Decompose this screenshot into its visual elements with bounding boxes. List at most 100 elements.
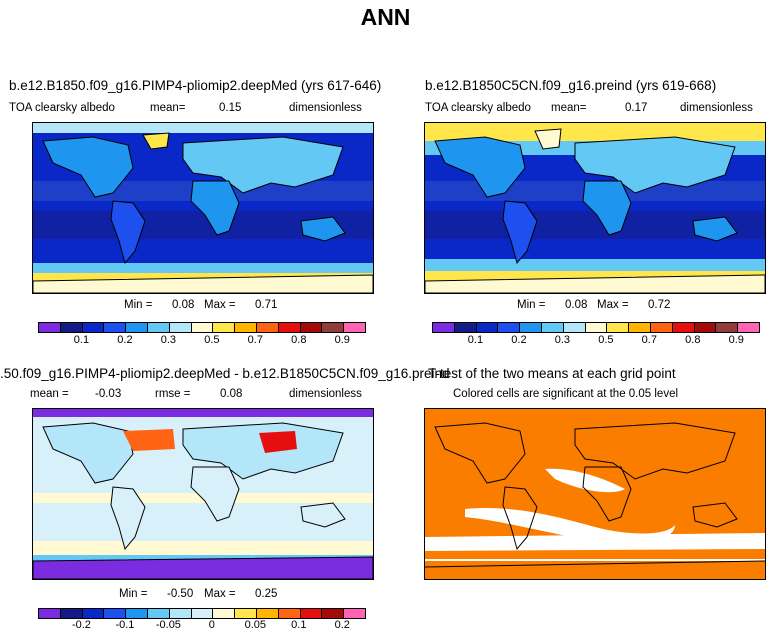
panel4-map xyxy=(424,408,766,580)
panel3-map-svg xyxy=(33,409,373,579)
colorbar-swatch xyxy=(540,323,563,332)
colorbar-swatch xyxy=(628,323,650,332)
colorbar-swatch xyxy=(39,323,60,332)
panel2-max-value: 0.72 xyxy=(648,299,671,311)
colorbar-swatch xyxy=(343,323,365,332)
colorbar-swatch xyxy=(168,323,191,332)
panel2-mean-value: 0.17 xyxy=(625,102,648,114)
colorbar-swatch xyxy=(125,609,147,618)
colorbar-tick-label: 0.8 xyxy=(685,334,701,346)
colorbar-tick-label: 0.2 xyxy=(117,334,133,346)
colorbar-tick-label: 0 xyxy=(208,619,215,631)
panel3-max-value: 0.25 xyxy=(255,588,278,600)
panel1-map-svg xyxy=(33,123,373,293)
colorbar-swatch xyxy=(453,323,476,332)
colorbar-tick-label: -0.05 xyxy=(155,619,181,631)
colorbar-swatch xyxy=(299,323,322,332)
colorbar-swatch xyxy=(255,323,278,332)
colorbar-tick-label: 0.2 xyxy=(334,619,350,631)
panel3-units: dimensionless xyxy=(289,388,362,400)
panel4-title: T-test of the two means at each grid poi… xyxy=(428,366,676,381)
colorbar-swatch xyxy=(433,323,454,332)
colorbar-swatch xyxy=(190,323,213,332)
colorbar-tick-label: 0.3 xyxy=(554,334,571,346)
colorbar-swatch xyxy=(234,609,256,618)
colorbar-tick-label: 0.9 xyxy=(334,334,350,346)
colorbar-swatch xyxy=(519,323,541,332)
panel1-min-value: 0.08 xyxy=(172,299,195,311)
colorbar-swatch xyxy=(39,609,60,618)
panel3-rmse-label: rmse = xyxy=(155,388,191,400)
panel3-max-label: Max = xyxy=(204,588,236,600)
panel1-mean-label: mean= xyxy=(150,102,186,114)
colorbar-swatch xyxy=(277,323,300,332)
panel3-mean-value: -0.03 xyxy=(95,388,122,400)
colorbar-swatch xyxy=(125,323,147,332)
colorbar-swatch xyxy=(497,323,520,332)
colorbar-swatch xyxy=(255,609,278,618)
panel3-min-label: Min = xyxy=(119,588,148,600)
panel3-mean-label: mean = xyxy=(30,388,69,400)
colorbar-swatch xyxy=(81,323,104,332)
colorbar-tick-label: 0.9 xyxy=(728,334,744,346)
colorbar-tick-label: 0.05 xyxy=(244,619,267,631)
colorbar-swatch xyxy=(321,609,344,618)
colorbar-tick-label: 0.8 xyxy=(291,334,307,346)
panel1-min-label: Min = xyxy=(124,299,153,311)
colorbar-tick-label: 0.7 xyxy=(641,334,657,346)
colorbar-swatch xyxy=(59,323,82,332)
panel4-subtitle: Colored cells are significant at the 0.0… xyxy=(453,388,679,400)
panel2-map xyxy=(424,122,766,294)
panel1-title: b.e12.B1850.f09_g16.PIMP4-pliomip2.deepM… xyxy=(9,78,382,93)
colorbar-swatch xyxy=(693,323,716,332)
panel4-map-svg xyxy=(425,409,765,579)
colorbar-tick-label: 0.1 xyxy=(467,334,484,346)
colorbar-swatch xyxy=(277,609,300,618)
colorbar-swatch xyxy=(584,323,607,332)
colorbar-swatch xyxy=(168,609,191,618)
colorbar-swatch xyxy=(737,323,759,332)
colorbar-swatch xyxy=(103,609,126,618)
panel1-mean-value: 0.15 xyxy=(219,102,242,114)
panel3-map xyxy=(32,408,374,580)
panel3-min-value: -0.50 xyxy=(167,588,194,600)
colorbar-swatch xyxy=(475,323,498,332)
colorbar-tick-label: 0.7 xyxy=(247,334,263,346)
colorbar-swatch xyxy=(649,323,672,332)
panel1-variable: TOA clearsky albedo xyxy=(9,102,115,114)
panel2-colorbar xyxy=(432,322,760,333)
colorbar-swatch xyxy=(146,323,169,332)
panel1-colorbar xyxy=(38,322,366,333)
colorbar-swatch xyxy=(212,323,235,332)
colorbar-swatch xyxy=(671,323,694,332)
panel1-units: dimensionless xyxy=(289,102,362,114)
colorbar-swatch xyxy=(81,609,104,618)
colorbar-tick-label: 0.5 xyxy=(598,334,614,346)
colorbar-swatch xyxy=(715,323,738,332)
panel3-title: .50.f09_g16.PIMP4-pliomip2.deepMed - b.e… xyxy=(0,366,450,381)
colorbar-tick-label: 0.1 xyxy=(291,619,307,631)
colorbar-swatch xyxy=(562,323,585,332)
panel3-colorbar xyxy=(38,608,366,619)
colorbar-swatch xyxy=(606,323,629,332)
colorbar-tick-label: 0.2 xyxy=(511,334,527,346)
panel2-min-value: 0.08 xyxy=(565,299,588,311)
colorbar-tick-label: -0.2 xyxy=(71,619,91,631)
colorbar-tick-label: -0.1 xyxy=(115,619,135,631)
panel2-mean-label: mean= xyxy=(551,102,587,114)
panel2-variable: TOA clearsky albedo xyxy=(425,102,531,114)
panel2-min-label: Min = xyxy=(517,299,546,311)
colorbar-swatch xyxy=(103,323,126,332)
panel2-title: b.e12.B1850C5CN.f09_g16.preind (yrs 619-… xyxy=(425,78,717,93)
colorbar-swatch xyxy=(59,609,82,618)
panel1-map xyxy=(32,122,374,294)
colorbar-tick-label: 0.5 xyxy=(204,334,220,346)
panel1-max-label: Max = xyxy=(204,299,236,311)
panel2-map-svg xyxy=(425,123,765,293)
colorbar-tick-label: 0.3 xyxy=(160,334,177,346)
colorbar-swatch xyxy=(146,609,169,618)
colorbar-swatch xyxy=(190,609,213,618)
page-title: ANN xyxy=(360,4,411,30)
colorbar-tick-label: 0.1 xyxy=(73,334,90,346)
colorbar-swatch xyxy=(321,323,344,332)
